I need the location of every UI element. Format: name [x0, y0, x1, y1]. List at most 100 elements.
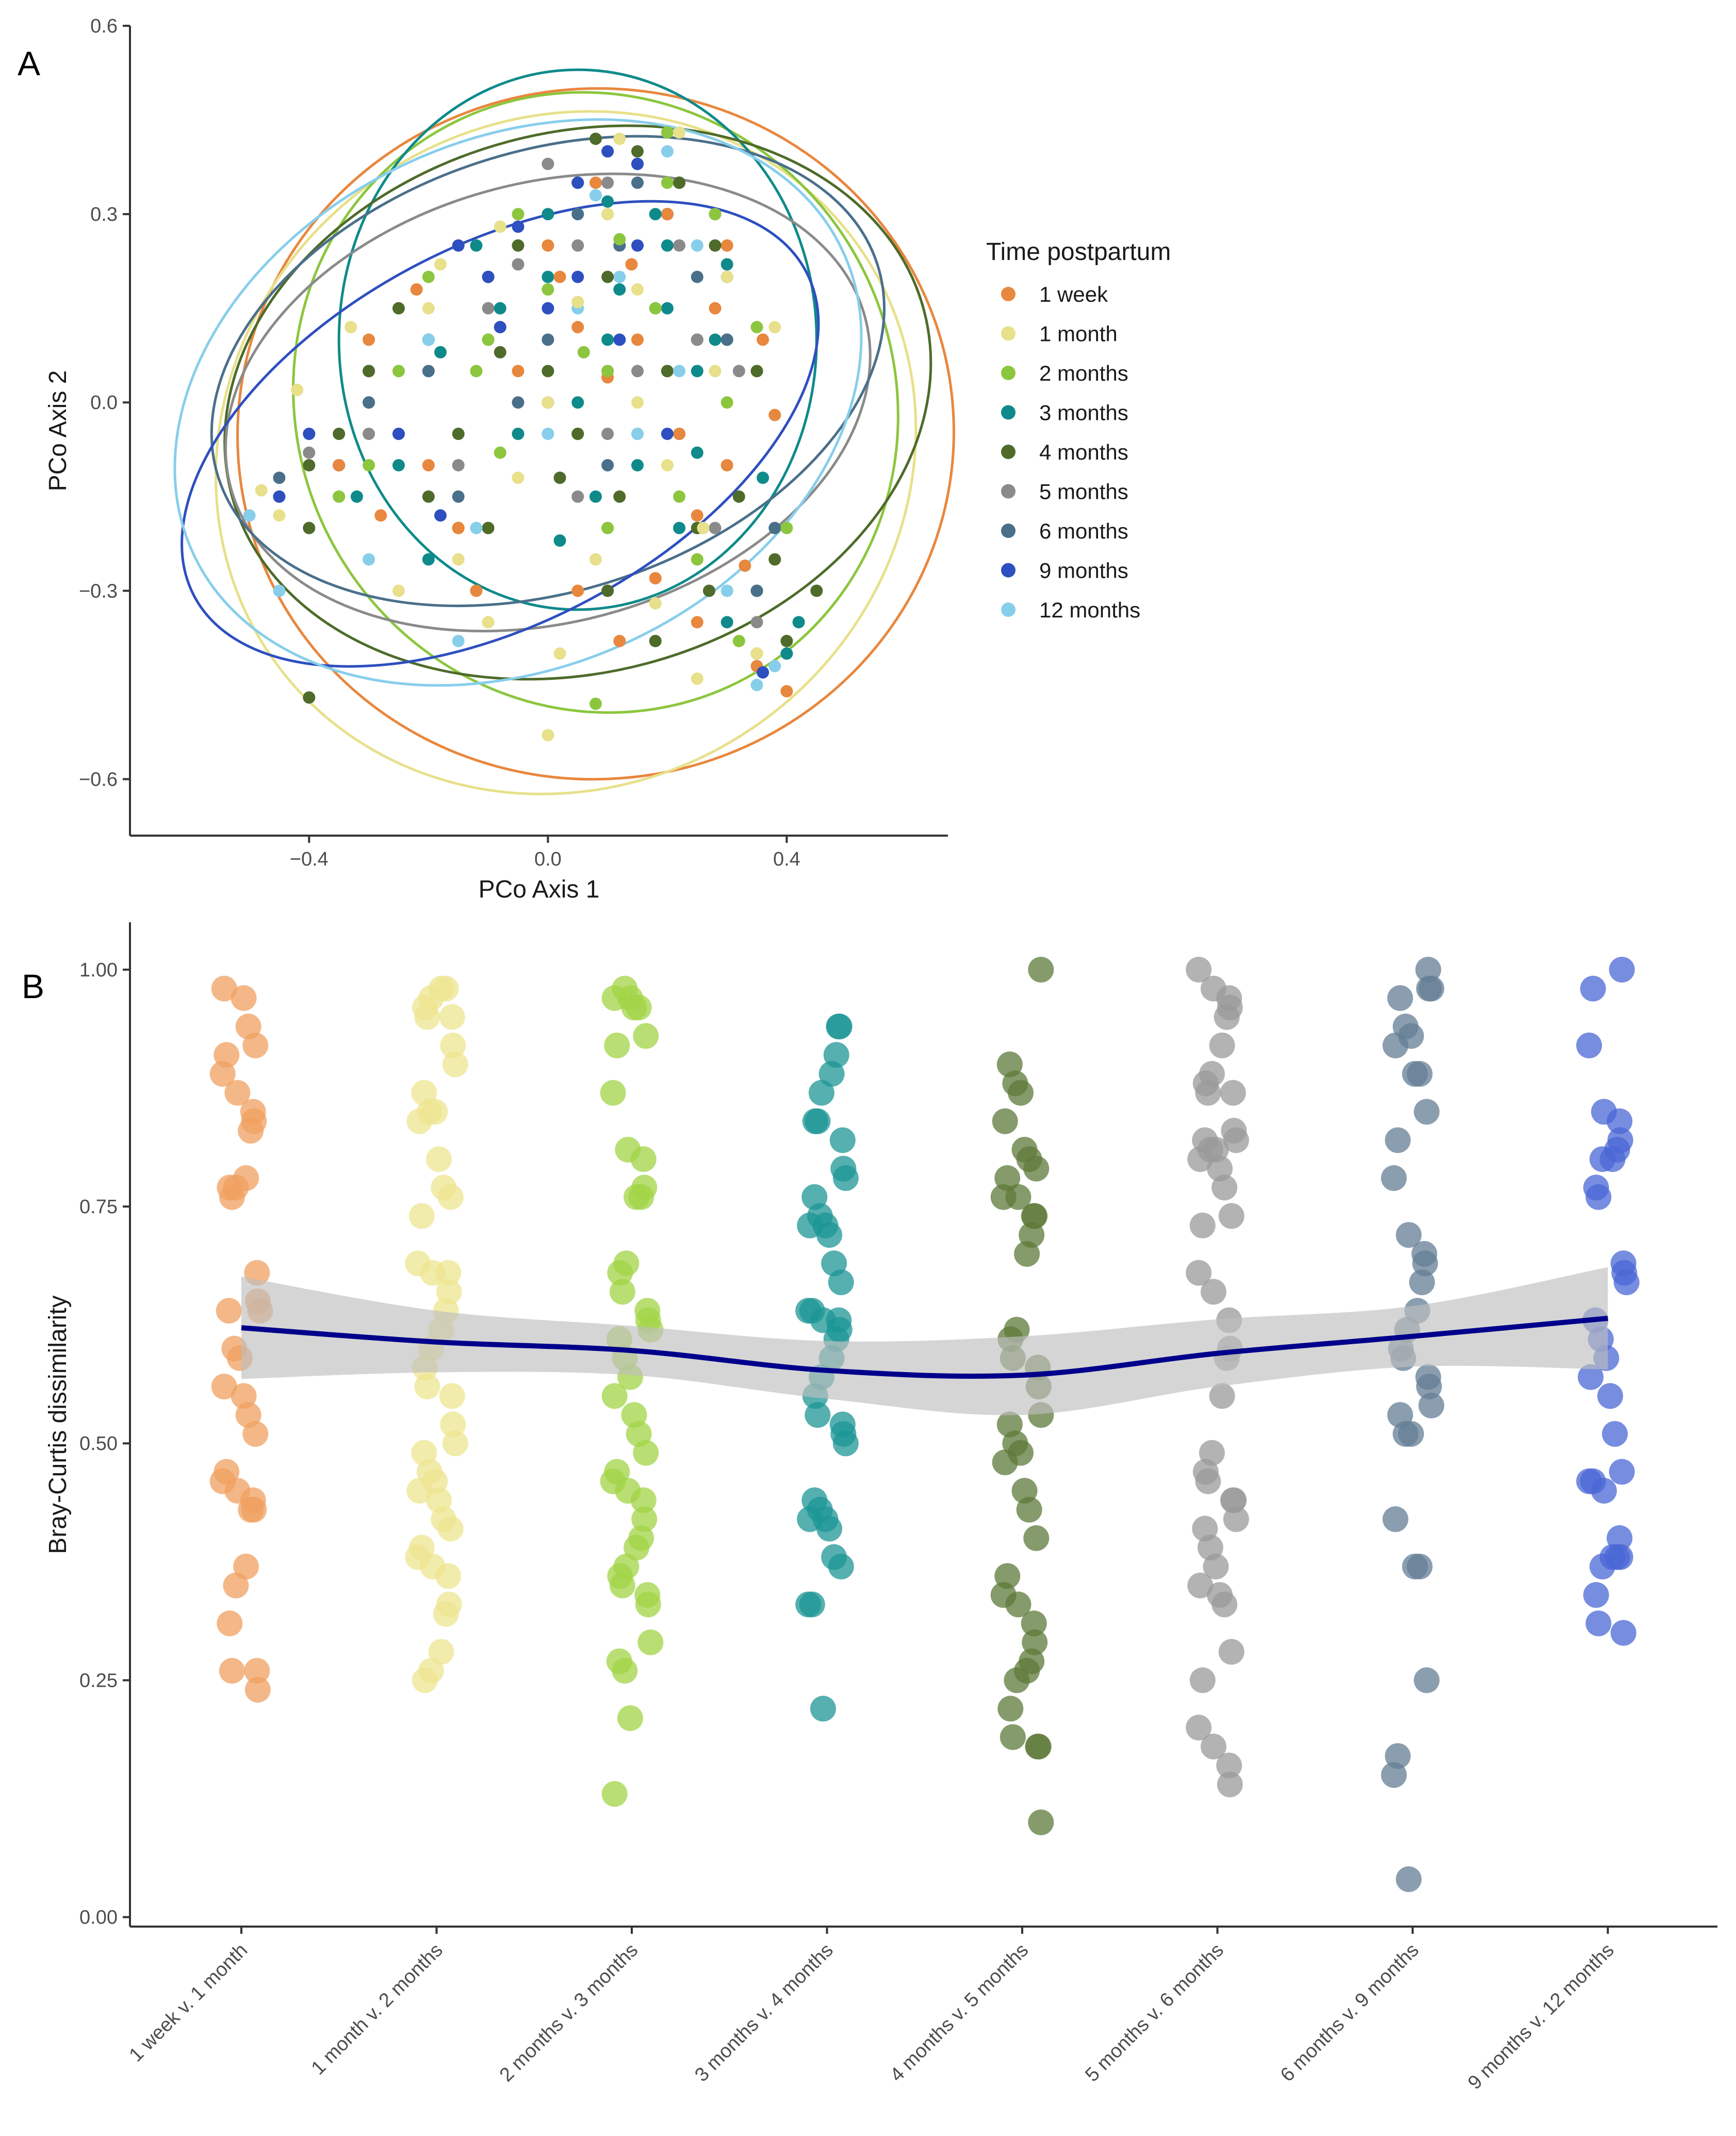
point-9-months — [601, 145, 614, 158]
point-6-months — [768, 521, 781, 534]
point-4-months — [392, 302, 405, 315]
point-9-months-v-12-months — [1576, 1032, 1602, 1058]
point-1-week — [768, 409, 781, 421]
point-4-months-v-5-months — [992, 1108, 1018, 1134]
point-1-week-v-1-month — [244, 1658, 270, 1684]
point-5-months-v-6-months — [1209, 1032, 1235, 1058]
point-12-months — [720, 584, 733, 597]
point-12-months — [768, 660, 781, 673]
point-4-months — [750, 365, 763, 378]
legend-key-5-months — [1001, 484, 1016, 499]
point-1-week-v-1-month — [211, 1374, 237, 1400]
point-1-month — [697, 521, 710, 534]
b-y-tick-label: 0.00 — [79, 1907, 118, 1929]
point-1-month — [613, 133, 626, 145]
point-1-month — [673, 126, 686, 139]
point-2-months — [392, 365, 405, 378]
point-9-months-v-12-months — [1591, 1478, 1617, 1504]
legend-label-12-months: 12 months — [1039, 598, 1140, 622]
point-9-months-v-12-months — [1589, 1146, 1615, 1172]
point-1-week — [757, 333, 769, 346]
point-12-months — [470, 521, 483, 534]
point-4-months-v-5-months — [1005, 1591, 1031, 1618]
point-6-months — [363, 396, 375, 409]
ellipse-9-months — [181, 200, 820, 668]
point-2-months-v-3-months — [601, 1383, 628, 1409]
point-1-week — [410, 283, 423, 296]
point-6-months — [422, 365, 435, 378]
point-1-month-v-2-months — [412, 1667, 438, 1693]
point-5-months — [709, 521, 722, 534]
point-3-months — [589, 490, 602, 503]
point-2-months-v-3-months — [604, 1032, 630, 1058]
legend-label-2-months: 2 months — [1039, 361, 1128, 385]
point-2-months — [601, 365, 614, 378]
point-1-month-v-2-months — [439, 1383, 465, 1409]
point-2-months-v-3-months — [630, 1146, 657, 1172]
point-6-months-v-9-months — [1387, 985, 1413, 1011]
legend-label-4-months: 4 months — [1039, 440, 1128, 464]
point-12-months — [243, 509, 256, 522]
point-4-months-v-5-months — [997, 1695, 1024, 1722]
point-1-week-v-1-month — [219, 1184, 245, 1210]
point-1-month-v-2-months — [433, 1601, 459, 1627]
point-1-month — [434, 258, 447, 271]
legend-label-3-months: 3 months — [1039, 401, 1128, 425]
point-12-months — [613, 270, 626, 283]
b-y-ticks: 0.00 0.25 0.50 0.75 1.00 — [79, 959, 130, 1929]
point-2-months-v-3-months — [637, 1629, 664, 1655]
point-3-months — [470, 239, 483, 252]
point-3-months — [792, 616, 805, 629]
point-9-months-v-12-months — [1602, 1421, 1628, 1447]
point-2-months — [732, 634, 745, 647]
point-4-months — [553, 471, 566, 484]
point-6-months-v-9-months — [1415, 956, 1442, 983]
point-1-month-v-2-months — [414, 1004, 440, 1030]
point-5-months-v-6-months — [1211, 1591, 1238, 1618]
point-6-months — [750, 584, 763, 597]
point-5-months-v-6-months — [1220, 1080, 1246, 1106]
legend-key-3-months — [1001, 405, 1016, 420]
point-1-month — [542, 396, 554, 409]
point-12-months — [273, 584, 286, 597]
a-y-tick-label: 0.3 — [90, 204, 118, 225]
point-12-months — [452, 634, 465, 647]
point-1-month — [494, 220, 506, 233]
point-3-months — [661, 239, 674, 252]
point-2-months — [363, 459, 375, 471]
point-3-months — [691, 446, 703, 459]
point-4-months-v-5-months — [1028, 1809, 1054, 1835]
point-2-months — [780, 521, 793, 534]
point-5-months — [571, 239, 584, 252]
point-1-week-v-1-month — [231, 985, 257, 1011]
point-1-week-v-1-month — [233, 1554, 259, 1580]
b-x-tick-label: 4 months v. 5 months — [886, 1939, 1033, 2086]
point-4-months — [303, 459, 316, 471]
point-6-months — [720, 333, 733, 346]
point-3-months — [542, 208, 554, 221]
point-1-month — [631, 283, 644, 296]
point-3-months — [542, 270, 554, 283]
point-1-month — [345, 321, 357, 334]
point-1-week — [422, 459, 435, 471]
point-3-months — [780, 647, 793, 660]
point-9-months-v-12-months — [1609, 956, 1635, 983]
point-9-months — [482, 270, 495, 283]
a-y-axis-title: PCo Axis 2 — [44, 370, 72, 492]
point-1-week — [625, 258, 638, 271]
point-3-months — [434, 346, 447, 358]
point-3-months — [601, 333, 614, 346]
legend-key-4-months — [1001, 445, 1016, 459]
point-2-months — [661, 126, 674, 139]
point-1-week — [470, 584, 483, 597]
point-6-months-v-9-months — [1414, 1667, 1440, 1693]
point-1-month — [482, 616, 495, 629]
point-5-months — [452, 459, 465, 471]
point-5-months-v-6-months — [1223, 1506, 1249, 1532]
ellipse-1-week — [236, 87, 955, 781]
point-1-week-v-1-month — [238, 1118, 264, 1144]
point-3-months — [661, 302, 674, 315]
legend-key-1-month — [1001, 326, 1016, 341]
b-x-tick-label: 5 months v. 6 months — [1081, 1939, 1228, 2086]
point-1-month — [553, 647, 566, 660]
